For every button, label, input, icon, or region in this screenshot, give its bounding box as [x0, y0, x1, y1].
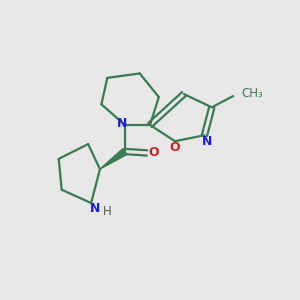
Text: N: N	[117, 117, 127, 130]
Text: O: O	[169, 141, 180, 154]
Text: O: O	[148, 146, 159, 159]
Polygon shape	[100, 148, 127, 169]
Text: H: H	[103, 205, 112, 218]
Text: N: N	[89, 202, 100, 215]
Text: CH₃: CH₃	[241, 87, 263, 100]
Text: N: N	[202, 135, 213, 148]
